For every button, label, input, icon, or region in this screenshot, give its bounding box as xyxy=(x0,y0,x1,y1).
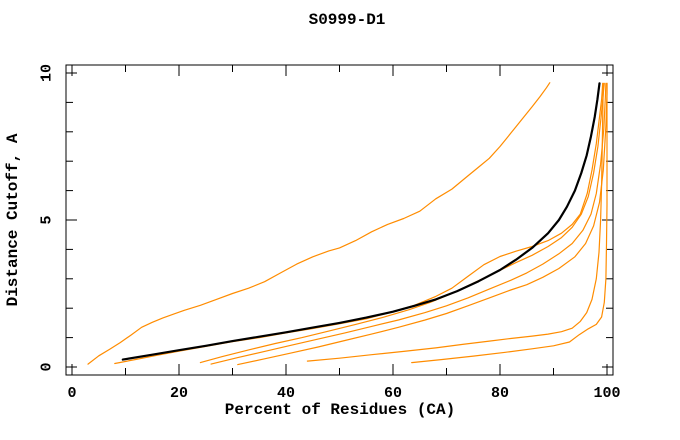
x-tick-label: 100 xyxy=(593,385,620,402)
curve-orange-curve-5 xyxy=(237,82,608,366)
x-tick-label: 80 xyxy=(491,385,509,402)
x-axis-label: Percent of Residues (CA) xyxy=(225,401,455,419)
curve-orange-curve-4 xyxy=(210,82,607,365)
y-tick-label: 0 xyxy=(39,362,56,371)
y-axis-label: Distance Cutoff, A xyxy=(4,133,22,306)
axis-ticks xyxy=(66,65,613,375)
x-tick-label: 20 xyxy=(170,385,188,402)
curve-orange-curve-2 xyxy=(114,82,604,365)
y-tick-label: 5 xyxy=(39,215,56,224)
curve-orange-curve-steep xyxy=(87,82,551,365)
curve-orange-curve-flat-mid xyxy=(306,82,604,362)
x-tick-label: 0 xyxy=(67,385,76,402)
y-tick-label: 10 xyxy=(39,64,56,82)
curve-orange-curve-3 xyxy=(199,82,605,364)
data-curves xyxy=(87,82,608,366)
x-tick-label: 60 xyxy=(384,385,402,402)
chart-title: S0999-D1 xyxy=(309,11,386,29)
curve-orange-curve-flat-low xyxy=(411,82,608,364)
x-tick-label: 40 xyxy=(277,385,295,402)
tick-labels: 0 20 40 60 80 100 0 5 10 xyxy=(39,64,621,402)
curve-black-highlight-curve xyxy=(121,82,601,361)
